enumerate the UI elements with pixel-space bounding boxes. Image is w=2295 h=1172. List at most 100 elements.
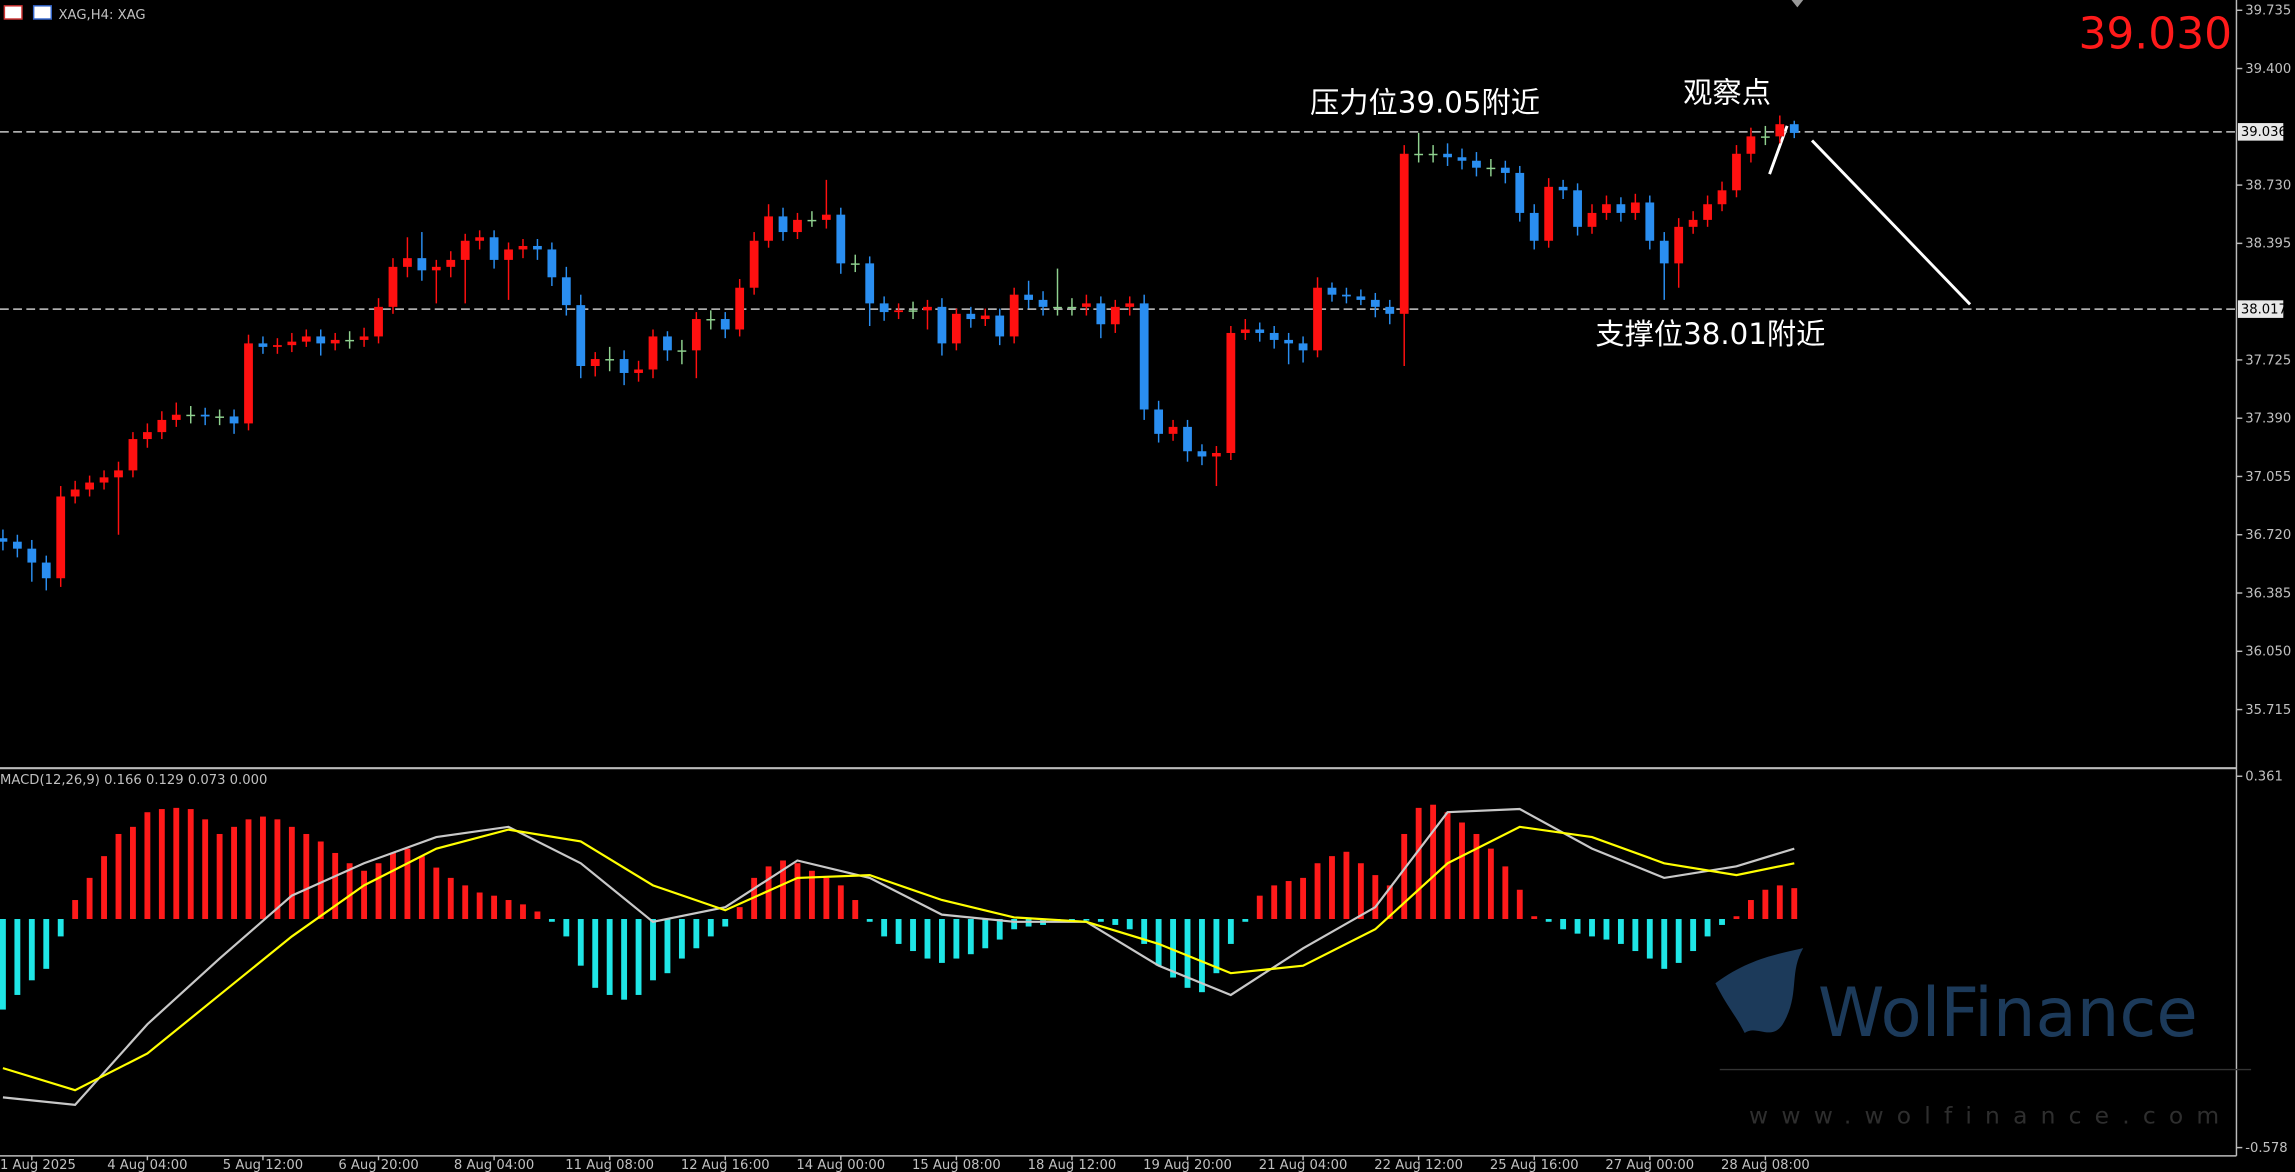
histogram-bar (1545, 919, 1552, 922)
candle-body (720, 319, 730, 330)
candle-body (1313, 287, 1322, 351)
histogram-bar (939, 919, 945, 963)
candle-body (114, 470, 123, 478)
candle-body (475, 237, 485, 241)
histogram-bar (1184, 919, 1191, 988)
histogram-bar (1574, 919, 1581, 934)
candle-body (27, 548, 37, 563)
candle-body (1399, 153, 1409, 314)
histogram-bar (1242, 919, 1249, 922)
candle-body (1746, 136, 1756, 154)
candle-body (619, 359, 629, 373)
candle-body (330, 339, 340, 344)
histogram-bar (144, 812, 151, 920)
histogram-bar (1733, 916, 1740, 920)
candle-body (1443, 153, 1452, 158)
x-tick-label: 11 Aug 08:00 (565, 1158, 654, 1172)
histogram-bar (1271, 885, 1278, 920)
histogram-bar (447, 877, 454, 920)
candle-body (778, 216, 788, 233)
histogram-bar (1603, 919, 1610, 940)
period-marker (1791, 0, 1804, 8)
histogram-bar (1300, 877, 1307, 920)
candle-body (1457, 157, 1467, 161)
candle-body (807, 219, 817, 222)
candle-body (489, 237, 499, 260)
candle-body (244, 343, 253, 424)
x-tick-label: 22 Aug 12:00 (1374, 1158, 1463, 1172)
y-tick-label: 38.730 (2245, 178, 2291, 193)
candle-body (316, 336, 326, 344)
histogram-bar (982, 919, 989, 949)
candle-body (1168, 426, 1178, 434)
x-tick-label: 25 Aug 16:00 (1490, 1158, 1579, 1172)
candle-body (215, 416, 225, 418)
header: XAG,H4: XAG 39.030 (3, 0, 2232, 59)
histogram-bar (1285, 881, 1292, 920)
candle-body (1284, 339, 1294, 344)
y-tick-label: 39.735 (2245, 4, 2291, 19)
histogram-bar (1170, 919, 1176, 978)
candle-body (1703, 204, 1712, 220)
candle-body (1183, 426, 1192, 452)
last-price: 39.030 (2078, 8, 2232, 59)
histogram-bar (736, 907, 743, 920)
candle-body (735, 287, 745, 330)
histogram-bar (130, 826, 136, 920)
candle-body (99, 477, 109, 483)
candle-body (85, 482, 94, 490)
histogram-bar (1430, 804, 1437, 920)
candle-body (446, 259, 456, 267)
histogram-bar (1011, 919, 1018, 930)
histogram-bar (1617, 919, 1624, 944)
x-tick-label: 21 Aug 04:00 (1259, 1158, 1348, 1172)
histogram-bar (101, 856, 107, 920)
candle-body (1428, 153, 1438, 156)
candle-body (1558, 186, 1568, 191)
histogram-bar (462, 885, 469, 920)
candle-body (1789, 124, 1799, 133)
histogram-bar (693, 919, 700, 949)
histogram-bar (621, 919, 628, 1000)
candle-body (1370, 299, 1380, 307)
y-tick-label: -0.578 (2245, 1141, 2287, 1156)
candle-body (460, 240, 470, 260)
candle-body (1356, 296, 1366, 300)
histogram-bar (158, 809, 165, 920)
histogram-bar (505, 900, 512, 920)
histogram-bar (1199, 919, 1205, 993)
candle-body (533, 245, 542, 250)
candle-body (980, 315, 990, 320)
x-tick-label: 27 Aug 00:00 (1605, 1158, 1694, 1172)
watermark-url: www.wolfinance.com (1749, 1102, 2232, 1130)
candle-body (1342, 294, 1351, 297)
histogram-bar (808, 870, 815, 920)
histogram-bar (1357, 863, 1364, 920)
histogram-bar (765, 866, 772, 920)
candle-body (1587, 212, 1597, 227)
histogram-bar (72, 900, 79, 920)
histogram-bar (390, 852, 396, 920)
annotation: 观察点 (1683, 75, 1771, 109)
histogram-bar (1459, 822, 1465, 920)
candle-body (1327, 287, 1337, 295)
histogram-bar (1646, 919, 1653, 959)
candle-body (1573, 190, 1582, 227)
level-label: 38.017 (2241, 303, 2287, 318)
candle-body (1760, 136, 1770, 138)
x-tick-label: 15 Aug 08:00 (912, 1158, 1001, 1172)
histogram-bar (1502, 866, 1509, 920)
x-tick-label: 4 Aug 04:00 (107, 1158, 187, 1172)
candle-body (287, 341, 297, 346)
candle-body (301, 336, 311, 342)
candle-body (70, 489, 80, 497)
annotation: 支撑位38.01附近 (1595, 317, 1825, 351)
candle-body (186, 414, 196, 417)
histogram-bar (1386, 885, 1393, 920)
candle-body (41, 562, 51, 579)
candle-body (691, 319, 701, 351)
histogram-bar (664, 919, 671, 974)
histogram-bar (650, 919, 656, 981)
histogram-bar (1314, 863, 1321, 920)
x-tick-label: 5 Aug 12:00 (223, 1158, 303, 1172)
